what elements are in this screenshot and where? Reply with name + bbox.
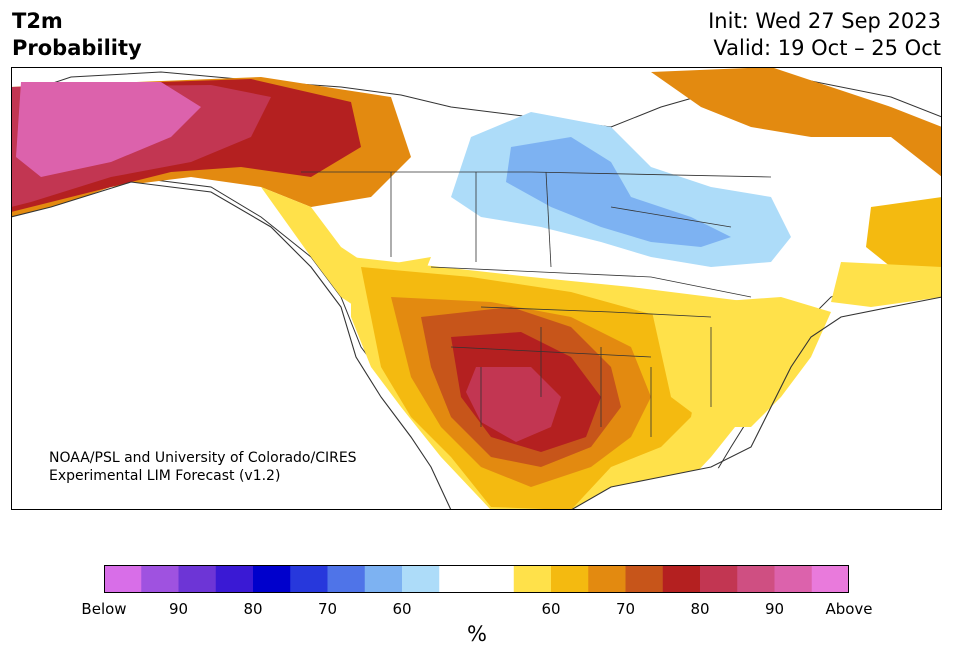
colorbar-swatch — [141, 565, 179, 593]
colorbar-swatch — [700, 565, 738, 593]
colorbar-swatch — [439, 565, 477, 593]
colorbar-tick-label: 70 — [317, 600, 338, 618]
colorbar-tick-label: Below — [81, 600, 127, 618]
coastline — [11, 181, 942, 510]
map-title: T2m Probability — [12, 9, 142, 60]
colorbar-swatch — [625, 565, 664, 593]
valid-range: Valid: 19 Oct – 25 Oct — [713, 36, 941, 60]
colorbar-swatch — [215, 565, 254, 593]
gulf-ocean — [571, 467, 811, 510]
colorbar-tick-label: 70 — [615, 600, 636, 618]
colorbar-swatch — [178, 565, 217, 593]
colorbar-swatch — [327, 565, 366, 593]
colorbar-unit: % — [467, 622, 487, 646]
boundaries — [301, 171, 772, 437]
colorbar-swatch — [402, 565, 440, 593]
above-south-core — [466, 367, 561, 442]
colorbar-tick-label: 90 — [764, 600, 785, 618]
above-alaska-core — [16, 82, 201, 177]
above-maritime-yellow — [831, 262, 942, 307]
colorbar — [104, 565, 849, 593]
colorbar-swatch — [811, 565, 849, 593]
colorbar-swatch — [737, 565, 775, 593]
above-labrador — [866, 197, 942, 272]
above-ne-canada — [651, 67, 942, 177]
colorbar-swatch — [588, 565, 626, 593]
colorbar-swatch — [253, 565, 291, 593]
colorbar-tick-label: 90 — [168, 600, 189, 618]
colorbar-tick-label: 80 — [690, 600, 710, 618]
forecast-dates: Init: Wed 27 Sep 2023 Valid: 19 Oct – 25… — [708, 8, 941, 62]
below-canada-mid — [506, 137, 731, 247]
above-east-yellow — [651, 297, 831, 427]
colorbar-tick-label: 80 — [243, 600, 263, 618]
init-date: Init: Wed 27 Sep 2023 — [708, 9, 941, 33]
pacific-ocean — [11, 182, 451, 510]
colorbar-border — [104, 565, 849, 593]
colorbar-tick-label: 60 — [392, 600, 412, 618]
map-frame — [11, 67, 942, 510]
credit: NOAA/PSL and University of Colorado/CIRE… — [49, 449, 357, 485]
colorbar-swatch — [513, 565, 552, 593]
colorbar-swatch — [662, 565, 701, 593]
colorbar-tick-label: 60 — [541, 600, 561, 618]
colorbar-tick-label: Above — [825, 600, 873, 618]
credit-line1: NOAA/PSL and University of Colorado/CIRE… — [49, 450, 357, 466]
probability-map — [11, 67, 942, 510]
colorbar-swatch — [551, 565, 589, 593]
colorbar-swatch — [104, 565, 142, 593]
colorbar-swatch — [290, 565, 328, 593]
colorbar-swatch — [476, 565, 515, 593]
colorbar-swatch — [364, 565, 403, 593]
credit-line2: Experimental LIM Forecast (v1.2) — [49, 468, 281, 484]
colorbar-swatch — [774, 565, 813, 593]
